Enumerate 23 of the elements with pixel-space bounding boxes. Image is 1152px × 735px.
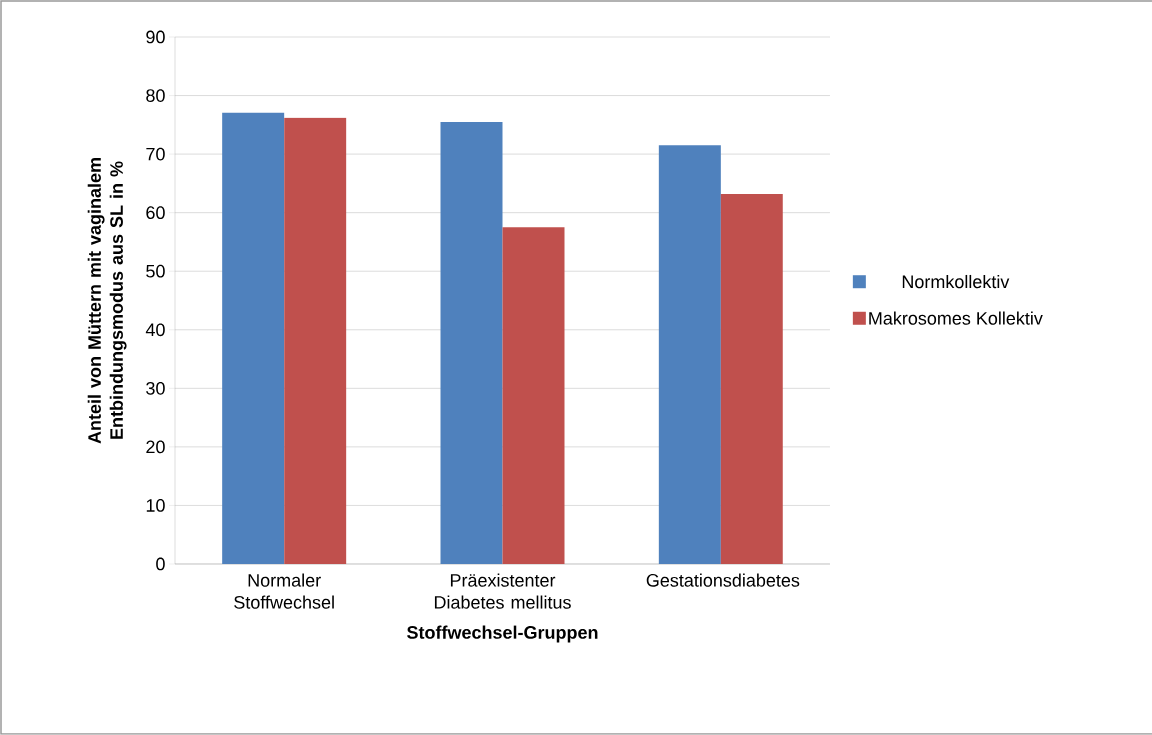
bar [440,121,503,564]
y-axis-title: Anteil von Müttern mit vaginalem Entbindungsmodus aus SL in % [87,158,127,444]
x-axis-title: Stoffwechsel-Gruppen [407,625,598,643]
legend-label: Makrosomes Kollektiv [869,311,1043,325]
y-tick-label: 30 [146,381,165,395]
bar [284,117,347,564]
y-tick-label: 90 [146,30,165,44]
y-tick-label: 20 [146,440,165,454]
x-tick-label: Normaler Stoffwechsel [234,573,334,609]
y-tick-label: 60 [146,206,165,220]
x-tick-label: Gestationsdiabetes [646,573,800,587]
bar [222,112,285,564]
bar [658,145,721,564]
y-tick-label: 10 [146,499,165,512]
y-tick-label: 70 [146,147,165,161]
y-tick-label: 80 [146,89,165,102]
legend-label: Normkollektiv [902,274,1010,289]
x-tick-label: Präexistenter Diabetes mellitus [434,573,571,609]
y-tick-label: 0 [156,557,165,571]
y-tick-label: 40 [145,323,165,337]
y-tick-label: 50 [146,264,165,278]
bar [502,227,565,564]
bar [720,193,783,564]
